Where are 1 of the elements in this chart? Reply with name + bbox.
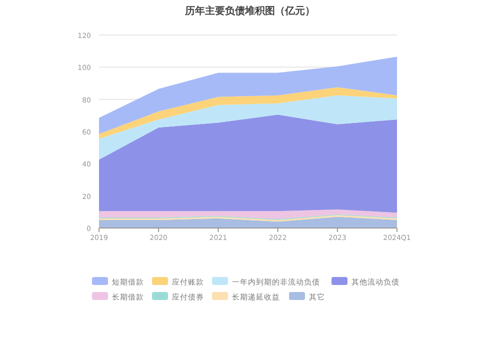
chart-title: 历年主要负债堆积图（亿元） (184, 5, 315, 17)
